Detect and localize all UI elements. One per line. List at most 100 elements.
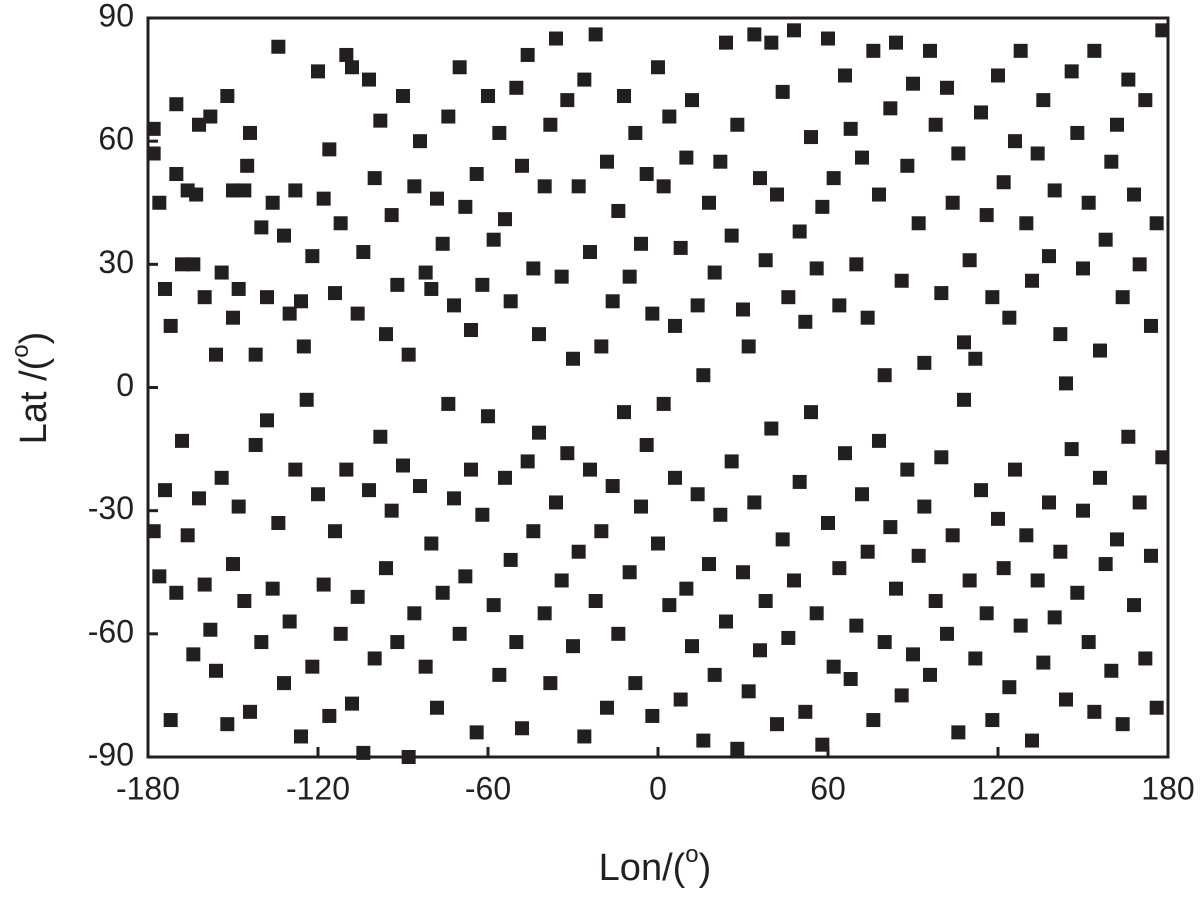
- point: [843, 121, 858, 136]
- point: [277, 676, 291, 691]
- point: [1098, 557, 1113, 572]
- point: [991, 68, 1005, 83]
- point: [424, 536, 439, 551]
- point: [815, 199, 830, 214]
- point: [736, 565, 750, 580]
- point: [458, 199, 473, 214]
- point: [158, 281, 172, 296]
- point: [1030, 146, 1045, 161]
- point: [668, 470, 682, 485]
- point: [373, 429, 388, 444]
- point: [764, 35, 779, 50]
- point: [668, 318, 682, 333]
- point: [781, 290, 796, 305]
- point: [815, 737, 830, 752]
- point: [237, 593, 252, 608]
- point: [673, 692, 688, 707]
- point: [645, 708, 660, 723]
- point: [1138, 93, 1153, 108]
- point: [169, 585, 184, 600]
- point: [1093, 343, 1107, 358]
- point: [1115, 290, 1130, 305]
- point: [770, 717, 784, 732]
- point: [600, 700, 614, 715]
- point: [588, 27, 603, 42]
- point: [481, 89, 495, 104]
- point: [974, 483, 988, 498]
- point: [537, 606, 552, 621]
- point: [1013, 618, 1028, 633]
- point: [498, 212, 512, 227]
- x-tick-label: 180: [1141, 770, 1194, 806]
- point: [265, 195, 280, 210]
- point: [719, 35, 733, 50]
- point: [1042, 249, 1056, 264]
- point: [736, 302, 750, 317]
- point: [781, 630, 796, 645]
- point: [203, 109, 218, 124]
- x-axis-title-sup: o: [685, 841, 698, 868]
- point: [492, 125, 507, 140]
- point: [894, 688, 909, 703]
- point: [622, 269, 637, 284]
- point: [804, 130, 818, 145]
- point: [305, 659, 320, 674]
- point: [554, 269, 569, 284]
- point: [226, 310, 240, 325]
- point: [617, 89, 631, 104]
- point: [560, 93, 575, 108]
- point: [209, 663, 223, 678]
- point: [1144, 548, 1158, 563]
- point: [515, 721, 529, 736]
- point: [169, 167, 184, 182]
- point: [685, 639, 699, 654]
- point: [1047, 183, 1062, 198]
- point: [226, 557, 240, 572]
- point: [1155, 23, 1170, 38]
- point: [163, 318, 178, 333]
- point: [662, 598, 677, 613]
- point: [452, 626, 467, 641]
- point: [322, 142, 337, 157]
- point: [447, 491, 461, 506]
- point: [894, 273, 909, 288]
- point: [1081, 195, 1096, 210]
- point: [1019, 216, 1034, 231]
- point: [316, 191, 331, 206]
- point: [600, 154, 614, 169]
- y-tick-label: -90: [88, 736, 134, 772]
- point: [350, 306, 365, 321]
- point: [900, 158, 915, 173]
- point: [214, 265, 229, 280]
- point: [271, 39, 286, 54]
- point: [237, 183, 252, 198]
- point: [146, 146, 161, 161]
- point: [968, 651, 983, 666]
- point: [628, 676, 643, 691]
- point: [311, 64, 325, 79]
- point: [1076, 503, 1090, 518]
- point: [231, 499, 246, 514]
- point: [991, 511, 1005, 526]
- point: [866, 713, 881, 728]
- point: [509, 635, 524, 650]
- point: [605, 294, 620, 309]
- point: [498, 470, 512, 485]
- point: [231, 281, 246, 296]
- point: [390, 277, 405, 292]
- point: [1047, 610, 1062, 625]
- point: [1110, 117, 1124, 132]
- point: [1064, 64, 1079, 79]
- point: [713, 507, 728, 522]
- point: [486, 232, 501, 247]
- point: [407, 606, 422, 621]
- point: [1025, 273, 1039, 288]
- point: [996, 561, 1011, 576]
- point: [860, 310, 875, 325]
- point: [503, 294, 518, 309]
- point: [316, 577, 331, 592]
- point: [294, 294, 308, 309]
- point: [430, 191, 444, 206]
- point: [747, 27, 762, 42]
